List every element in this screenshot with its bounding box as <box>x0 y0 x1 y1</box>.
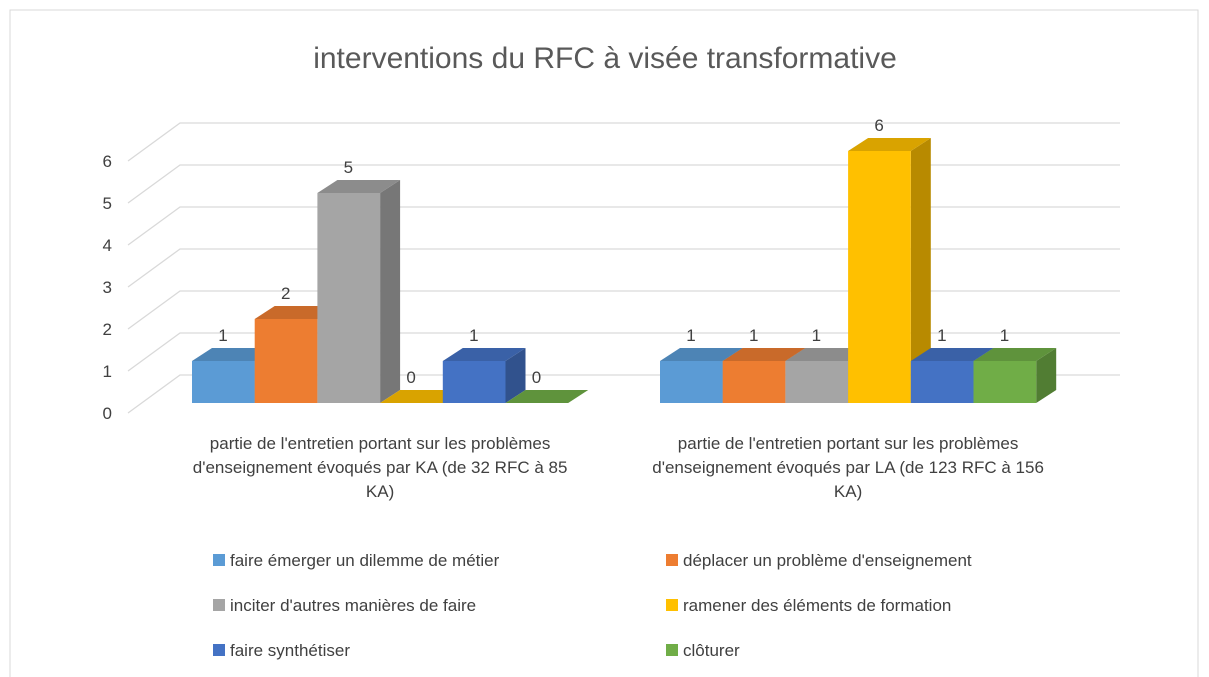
bar <box>254 319 318 403</box>
bar <box>192 361 255 403</box>
y-tick-label: 1 <box>103 362 112 381</box>
bar <box>442 361 506 403</box>
legend-label: inciter d'autres manières de faire <box>230 596 476 615</box>
x-tick-label: partie de l'entretien portant sur les pr… <box>192 434 568 501</box>
bar-top <box>317 180 401 193</box>
y-tick-label: 2 <box>103 320 112 339</box>
data-label: 1 <box>469 326 478 345</box>
data-label: 1 <box>218 326 227 345</box>
data-label: 6 <box>874 116 883 135</box>
bar-top <box>442 348 526 361</box>
bar-top <box>254 306 338 319</box>
legend-swatch <box>213 554 225 566</box>
grid-line <box>127 332 1120 372</box>
data-label: 1 <box>686 326 695 345</box>
bar <box>848 151 911 403</box>
data-label: 0 <box>406 368 415 387</box>
legend-label: clôturer <box>683 641 740 660</box>
grid-line <box>127 248 1120 288</box>
y-tick-label: 0 <box>103 404 112 423</box>
bar <box>973 361 1037 403</box>
data-label: 5 <box>344 158 353 177</box>
grid-line <box>127 164 1120 204</box>
bar-top <box>660 348 743 361</box>
y-tick-label: 3 <box>103 278 112 297</box>
bar-top <box>785 348 869 361</box>
bar-side <box>505 348 526 403</box>
data-label: 2 <box>281 284 290 303</box>
bar-top <box>848 138 931 151</box>
legend-label: ramener des éléments de formation <box>683 596 951 615</box>
bar-side <box>1036 348 1057 403</box>
legend-label: faire synthétiser <box>230 641 350 660</box>
legend-label: déplacer un problème d'enseignement <box>683 551 972 570</box>
y-tick-label: 4 <box>103 236 112 255</box>
grid-line <box>127 206 1120 246</box>
legend-label: faire émerger un dilemme de métier <box>230 551 500 570</box>
grid-line <box>127 290 1120 330</box>
bar-top <box>910 348 994 361</box>
y-tick-label: 6 <box>103 152 112 171</box>
bar <box>660 361 723 403</box>
chart-border <box>9 9 1199 677</box>
data-label: 1 <box>812 326 821 345</box>
chart-title: interventions du RFC à visée transformat… <box>313 42 897 75</box>
data-label: 1 <box>1000 326 1009 345</box>
bar-side <box>380 180 401 403</box>
legend-swatch <box>213 644 225 656</box>
legend-swatch <box>213 599 225 611</box>
bar-top <box>505 390 589 403</box>
legend-swatch <box>666 644 678 656</box>
bar-top <box>192 348 275 361</box>
legend-swatch <box>666 599 678 611</box>
bar-top <box>973 348 1057 361</box>
data-label: 0 <box>532 368 541 387</box>
bar <box>722 361 786 403</box>
x-tick-label: partie de l'entretien portant sur les pr… <box>652 434 1044 501</box>
bar <box>785 361 849 403</box>
data-label: 1 <box>749 326 758 345</box>
legend-swatch <box>666 554 678 566</box>
bar-top <box>722 348 806 361</box>
y-tick-label: 5 <box>103 194 112 213</box>
grid-line <box>127 122 1120 162</box>
bar-side <box>910 138 931 403</box>
bar-top <box>380 390 463 403</box>
bar <box>910 361 974 403</box>
data-label: 1 <box>937 326 946 345</box>
bar <box>317 193 381 403</box>
